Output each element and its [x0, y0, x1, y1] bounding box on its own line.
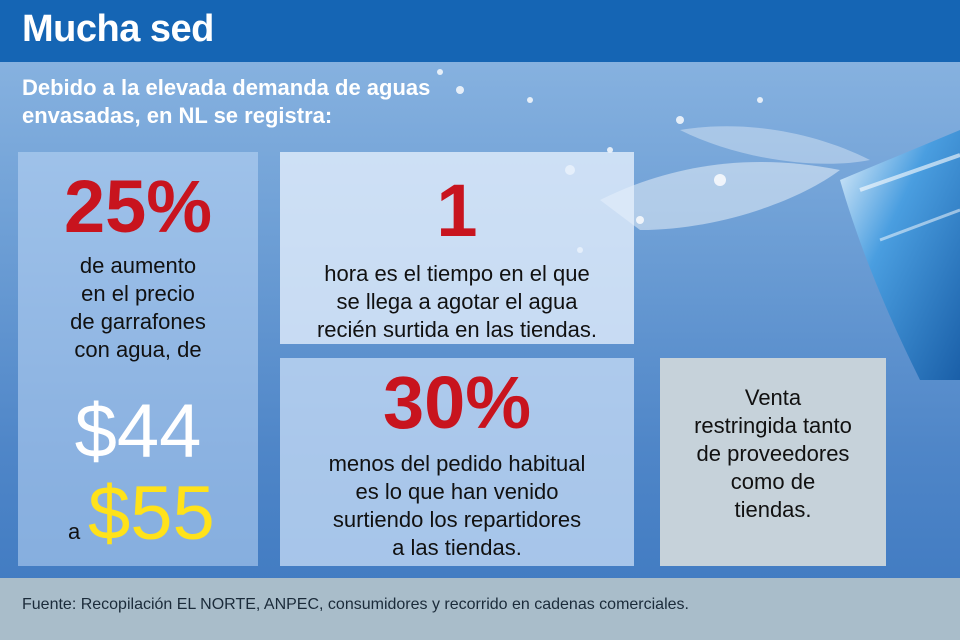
footer-bar: Fuente: Recopilación EL NORTE, ANPEC, co… [0, 578, 960, 640]
orders-desc-line: a las tiendas. [392, 535, 522, 560]
water-bottle-image [840, 130, 960, 380]
price-to-prefix: a [68, 519, 81, 544]
orders-percent: 30% [382, 361, 532, 444]
page-title: Mucha sed [22, 8, 214, 50]
sales-restriction-panel: Venta restringida tanto de proveedores c… [660, 358, 886, 566]
sales-desc-line: tiendas. [734, 497, 812, 522]
price-desc-line: de aumento [79, 253, 197, 278]
hours-desc-line: hora es el tiempo en el que [324, 261, 590, 286]
price-desc-line: en el precio [81, 281, 195, 306]
price-to: $55 [88, 471, 215, 556]
price-percent: 25% [63, 165, 213, 248]
orders-desc-line: es lo que han venido [355, 479, 559, 504]
price-from: $44 [74, 389, 202, 474]
hours-stat-panel: 1 hora es el tiempo en el que se llega a… [280, 152, 634, 344]
sales-desc-line: de proveedores [696, 441, 850, 466]
subtitle: Debido a la elevada demanda de aguas env… [22, 75, 431, 128]
price-description: de aumento en el precio de garrafones co… [18, 252, 258, 364]
sales-desc-line: restringida tanto [694, 413, 852, 438]
water-splash-image [437, 69, 960, 380]
hours-description: hora es el tiempo en el que se llega a a… [280, 260, 634, 344]
hours-desc-line: se llega a agotar el agua [336, 289, 578, 314]
orders-desc-line: menos del pedido habitual [328, 451, 586, 476]
price-desc-line: con agua, de [74, 337, 202, 362]
orders-stat-panel: 30% menos del pedido habitual es lo que … [280, 358, 634, 566]
sales-desc-line: Venta [744, 385, 802, 410]
price-desc-line: de garrafones [70, 309, 206, 334]
price-to-row: a $55 [18, 476, 258, 552]
header-bar: Mucha sed [0, 0, 960, 62]
price-stat-panel: 25% de aumento en el precio de garrafone… [18, 152, 258, 566]
orders-desc-line: surtiendo los repartidores [332, 507, 582, 532]
orders-description: menos del pedido habitual es lo que han … [280, 450, 634, 562]
hours-value: 1 [436, 169, 478, 252]
sales-desc-line: como de [730, 469, 816, 494]
hours-desc-line: recién surtida en las tiendas. [316, 317, 598, 342]
source-note: Fuente: Recopilación EL NORTE, ANPEC, co… [22, 596, 689, 613]
sales-description: Venta restringida tanto de proveedores c… [660, 384, 886, 524]
